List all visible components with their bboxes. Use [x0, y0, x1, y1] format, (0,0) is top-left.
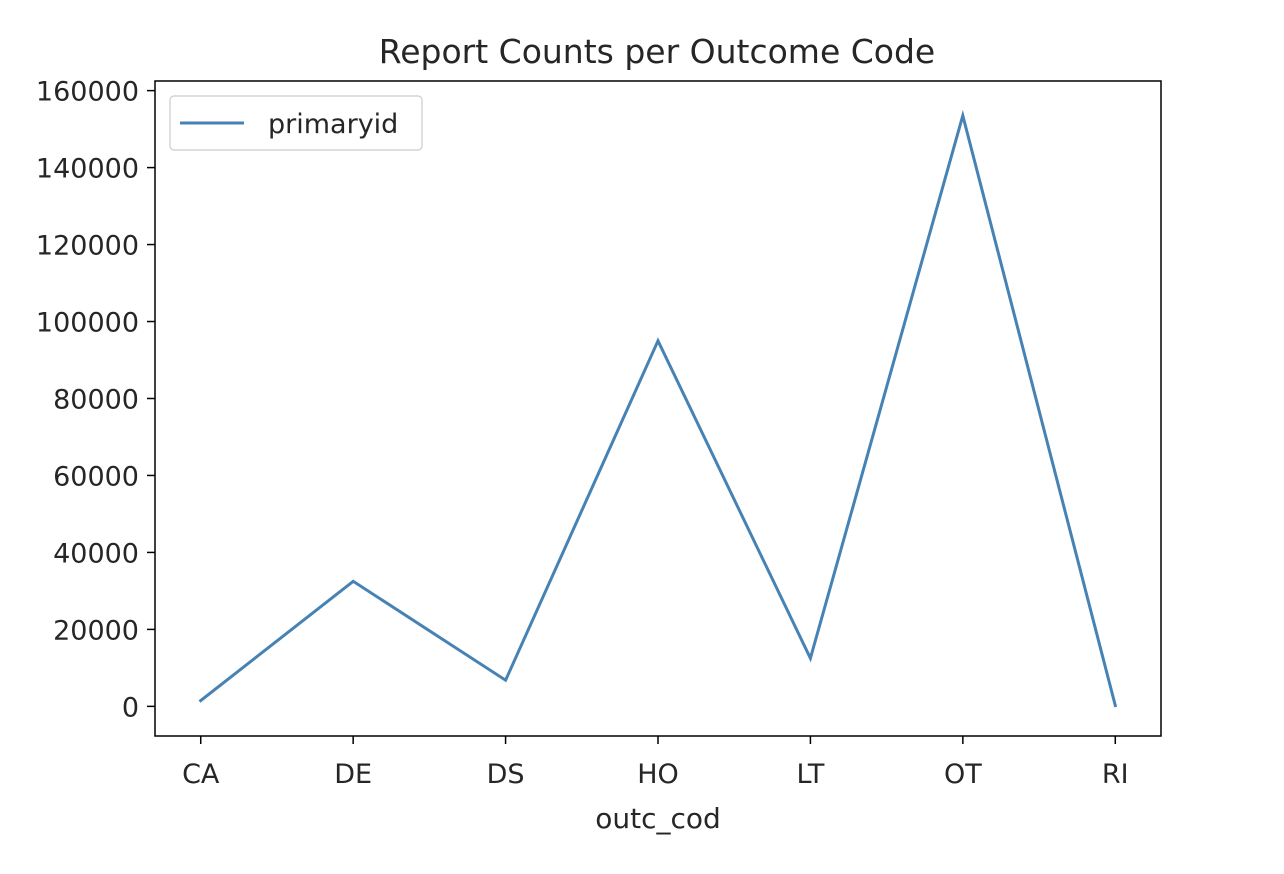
- y-tick-label: 160000: [36, 77, 139, 108]
- legend-label: primaryid: [268, 109, 398, 140]
- y-tick-label: 20000: [53, 615, 139, 646]
- x-tick-label: DE: [334, 759, 372, 790]
- x-tick-label: CA: [182, 759, 220, 790]
- y-tick-label: 40000: [53, 538, 139, 569]
- x-axis-label: outc_cod: [595, 802, 721, 835]
- y-tick-label: 60000: [53, 461, 139, 492]
- y-tick-label: 120000: [36, 231, 139, 262]
- x-tick-label: LT: [797, 759, 825, 790]
- chart-title: Report Counts per Outcome Code: [379, 32, 935, 71]
- plot-area: [155, 81, 1161, 736]
- y-tick-label: 80000: [53, 384, 139, 415]
- y-tick-label: 140000: [36, 154, 139, 185]
- x-tick-label: RI: [1102, 759, 1129, 790]
- x-tick-label: DS: [487, 759, 525, 790]
- y-axis: 0 20000 40000 60000 80000 100000 120000 140000 1…: [36, 77, 155, 724]
- legend: primaryid: [170, 96, 422, 150]
- y-tick-label: 0: [122, 692, 139, 723]
- x-tick-label: HO: [637, 759, 679, 790]
- x-tick-label: OT: [944, 759, 982, 790]
- y-tick-label: 100000: [36, 308, 139, 339]
